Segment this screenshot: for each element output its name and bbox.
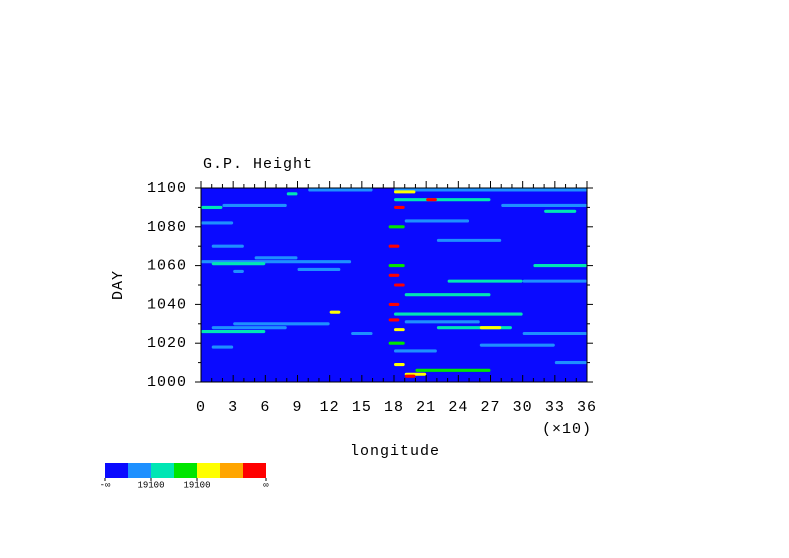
contour-streak bbox=[388, 341, 405, 345]
x-tick-label: 30 bbox=[513, 399, 533, 416]
contour-streak bbox=[388, 244, 400, 248]
contour-streak bbox=[522, 279, 587, 283]
contour-streak bbox=[501, 203, 587, 208]
x-tick-label: 12 bbox=[320, 399, 340, 416]
x-tick-label: 36 bbox=[577, 399, 597, 416]
x-tick-label: 3 bbox=[228, 399, 238, 416]
contour-streak bbox=[388, 302, 400, 306]
contour-streak bbox=[233, 269, 244, 273]
contour-streak bbox=[394, 190, 416, 194]
colorbar-box bbox=[174, 463, 197, 478]
contour-streak bbox=[394, 362, 405, 367]
contour-streak bbox=[201, 330, 266, 334]
y-tick-label: 1080 bbox=[147, 219, 187, 236]
contour-streak bbox=[329, 310, 341, 314]
colorbar-box bbox=[220, 463, 243, 478]
contour-streak bbox=[394, 283, 405, 287]
contour-streak bbox=[388, 225, 405, 229]
x-tick-label: 24 bbox=[448, 399, 468, 416]
x-tick-label: 6 bbox=[260, 399, 270, 416]
y-tick-label: 1040 bbox=[147, 296, 187, 313]
contour-streak bbox=[211, 262, 266, 266]
x-tick-label: 33 bbox=[545, 399, 565, 416]
contour-streak bbox=[533, 264, 587, 268]
contour-streak bbox=[404, 374, 416, 378]
contour-streak bbox=[479, 326, 502, 330]
colorbar-label: ∞ bbox=[263, 480, 269, 490]
x-tick-label: 9 bbox=[292, 399, 302, 416]
contour-streak bbox=[394, 188, 587, 192]
contour-streak bbox=[388, 273, 400, 277]
contour-streak bbox=[201, 221, 234, 225]
contour-streak bbox=[254, 256, 298, 260]
contour-streak bbox=[394, 205, 405, 209]
contour-streak bbox=[308, 188, 373, 192]
y-tick-label: 1000 bbox=[147, 374, 187, 391]
contour-streak bbox=[351, 331, 373, 336]
chart-title: G.P. Height bbox=[203, 156, 313, 173]
contour-streak bbox=[394, 312, 523, 316]
contour-streak bbox=[211, 244, 244, 248]
y-axis-label: DAY bbox=[110, 270, 127, 300]
contour-streak bbox=[404, 320, 480, 324]
contour-streak bbox=[394, 349, 437, 353]
contour-streak bbox=[447, 279, 523, 283]
contour-streak bbox=[436, 238, 502, 242]
contour-streak bbox=[554, 361, 587, 365]
y-tick-label: 1060 bbox=[147, 258, 187, 275]
x-tick-label: 27 bbox=[480, 399, 500, 416]
contour-streak bbox=[394, 198, 491, 202]
contour-streak bbox=[522, 331, 587, 336]
colorbar-label: 19100 bbox=[183, 480, 210, 490]
colorbar-box bbox=[243, 463, 266, 478]
colorbar-label: 19100 bbox=[137, 480, 164, 490]
colorbar-label: -∞ bbox=[100, 480, 111, 490]
contour-streak bbox=[222, 203, 287, 208]
x-tick-label: 21 bbox=[416, 399, 436, 416]
contour-streak bbox=[286, 192, 298, 196]
contour-streak bbox=[233, 322, 330, 326]
contour-streak bbox=[426, 198, 437, 202]
contour-streak bbox=[211, 326, 287, 330]
x-tick-label: 18 bbox=[384, 399, 404, 416]
y-tick-label: 1020 bbox=[147, 335, 187, 352]
colorbar-box bbox=[197, 463, 220, 478]
y-tick-label: 1100 bbox=[147, 180, 187, 197]
x-axis-label: longitude bbox=[350, 443, 440, 460]
contour-streak bbox=[544, 209, 577, 213]
contour-streak bbox=[479, 343, 555, 347]
colorbar-box bbox=[105, 463, 128, 478]
contour-streak bbox=[415, 368, 491, 372]
colorbar-box bbox=[128, 463, 151, 478]
contour-streak bbox=[388, 264, 405, 268]
x-scale-note: (×10) bbox=[542, 421, 592, 438]
contour-streak bbox=[404, 293, 491, 297]
x-tick-label: 0 bbox=[196, 399, 206, 416]
x-tick-label: 15 bbox=[352, 399, 372, 416]
contour-streak bbox=[297, 267, 341, 272]
colorbar-box bbox=[151, 463, 174, 478]
contour-streak bbox=[388, 318, 400, 322]
contour-streak bbox=[201, 205, 223, 209]
contour-streak bbox=[404, 219, 470, 223]
contour-streak bbox=[394, 328, 405, 332]
contour-streak bbox=[211, 345, 234, 349]
